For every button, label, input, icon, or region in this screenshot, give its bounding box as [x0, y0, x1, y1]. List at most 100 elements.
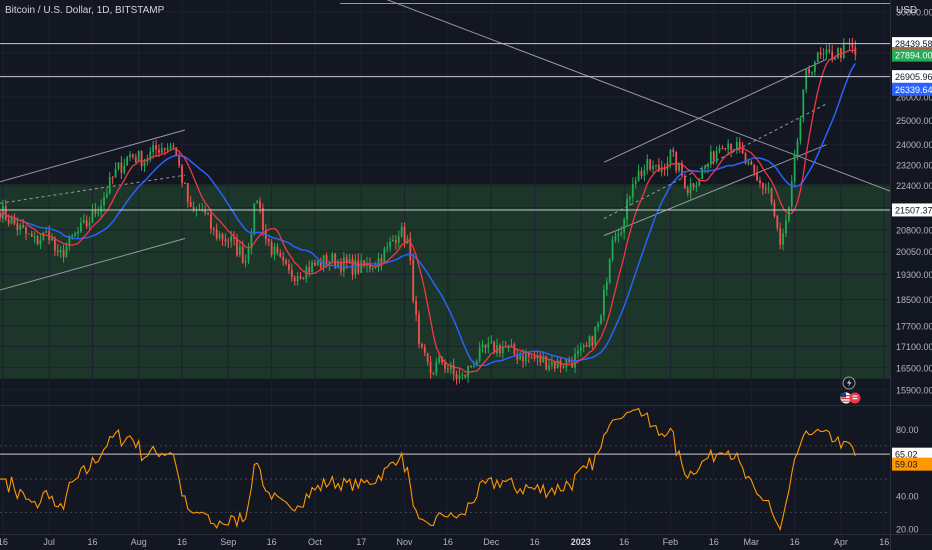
candle-body [770, 188, 773, 203]
candle-body [114, 168, 117, 178]
time-tick-label: Nov [397, 537, 414, 547]
candle-body [813, 61, 816, 73]
candle-body [634, 180, 637, 184]
candle-body [409, 238, 412, 261]
price-level-tag-label: 21507.37 [895, 205, 932, 215]
time-axis[interactable]: 16 Jul 16 Aug 16 Sep 16 Oct 17 Nov 16 Dec 16 2023 16 Fe… [0, 537, 889, 547]
candle-body [267, 239, 270, 243]
candle-body [744, 153, 747, 164]
candle-body [394, 240, 397, 243]
time-tick-label: Oct [308, 537, 323, 547]
candle-body [753, 164, 756, 173]
us-flag-icon[interactable] [840, 392, 852, 404]
price-axis[interactable]: 15900.00 16500.00 17100.00 17700.00 18500.00… [892, 7, 932, 395]
earnings-event-icon[interactable] [849, 392, 861, 404]
candle-body [201, 210, 204, 212]
time-tick-label: 16 [443, 537, 453, 547]
candle-body [316, 260, 319, 266]
candle-body [837, 47, 839, 59]
candle-body [25, 227, 27, 234]
candle-body [59, 249, 62, 253]
candle-body [756, 172, 758, 181]
candle-body [166, 147, 169, 150]
candle-body [779, 228, 782, 245]
channel-lower-line [0, 238, 186, 291]
candle-body [51, 238, 53, 241]
candle-body [342, 257, 345, 272]
candle-body [181, 165, 183, 183]
candle-body [750, 161, 753, 165]
price-level-tag [892, 203, 932, 217]
time-tick-label: Aug [131, 537, 147, 547]
candle-body [184, 182, 186, 184]
candle-body [695, 185, 698, 188]
candle-body [764, 188, 767, 190]
candle-body [608, 259, 611, 283]
candle-body [163, 148, 166, 150]
candle-body [146, 159, 149, 162]
candle-body [623, 219, 626, 233]
candle-body [247, 248, 250, 261]
candle-body [236, 238, 238, 256]
candle-body [478, 347, 481, 362]
price-level-tag-label: 26905.96 [895, 72, 932, 82]
candle-body [825, 49, 828, 54]
candle-body [412, 260, 415, 302]
candle-body [111, 176, 114, 178]
candle-body [85, 220, 88, 227]
candle-body [132, 154, 134, 157]
candle-body [652, 165, 654, 170]
candle-body [7, 219, 10, 224]
candle-body [851, 44, 854, 48]
candle-body [221, 234, 224, 240]
candle-body [42, 232, 45, 241]
candle-body [4, 205, 7, 220]
price-tick-label: 18500.00 [896, 295, 932, 305]
candle-body [539, 354, 542, 363]
candle-body [481, 344, 484, 348]
candle-body [334, 253, 337, 268]
candle-body [620, 232, 623, 234]
candle-body [230, 236, 233, 242]
candle-body [704, 166, 706, 169]
price-tick-label: 17100.00 [896, 342, 932, 352]
price-tick-label: 19300.00 [896, 270, 932, 280]
candle-body [100, 205, 103, 213]
price-tick-label: 20800.00 [896, 225, 932, 235]
lightning-icon[interactable] [842, 376, 856, 390]
candle-body [516, 353, 519, 360]
candle-body [36, 236, 39, 245]
candle-body [672, 149, 675, 152]
candle-body [371, 268, 374, 270]
candle-body [253, 203, 256, 235]
candle-body [178, 155, 181, 166]
candle-body [446, 368, 449, 370]
candle-body [28, 233, 30, 235]
candle-body [244, 260, 247, 263]
horizontal-levels-layer [0, 43, 890, 211]
rsi-tick-label: 20.00 [896, 525, 919, 535]
candle-body [834, 58, 836, 60]
time-tick-label: Mar [744, 537, 760, 547]
price-tick-label: 16500.00 [896, 363, 932, 373]
indicator-value-tag-label: 27894.00 [895, 51, 932, 61]
channel-mid-line [0, 174, 186, 204]
time-tick-label: 16 [87, 537, 97, 547]
candle-body [189, 201, 192, 207]
candle-body [400, 226, 403, 237]
candle-body [262, 207, 264, 231]
candle-body [747, 161, 750, 164]
candle-body [238, 246, 241, 256]
candle-body [808, 68, 810, 74]
candle-body [354, 260, 357, 275]
price-tick-label: 22400.00 [896, 181, 932, 191]
time-tick-label: Jul [43, 537, 55, 547]
candle-body [473, 365, 475, 367]
time-tick-label: 16 [619, 537, 629, 547]
candle-body [207, 212, 209, 215]
rsi-level-tag [892, 447, 932, 461]
candle-body [513, 344, 516, 354]
candle-body [579, 347, 582, 351]
